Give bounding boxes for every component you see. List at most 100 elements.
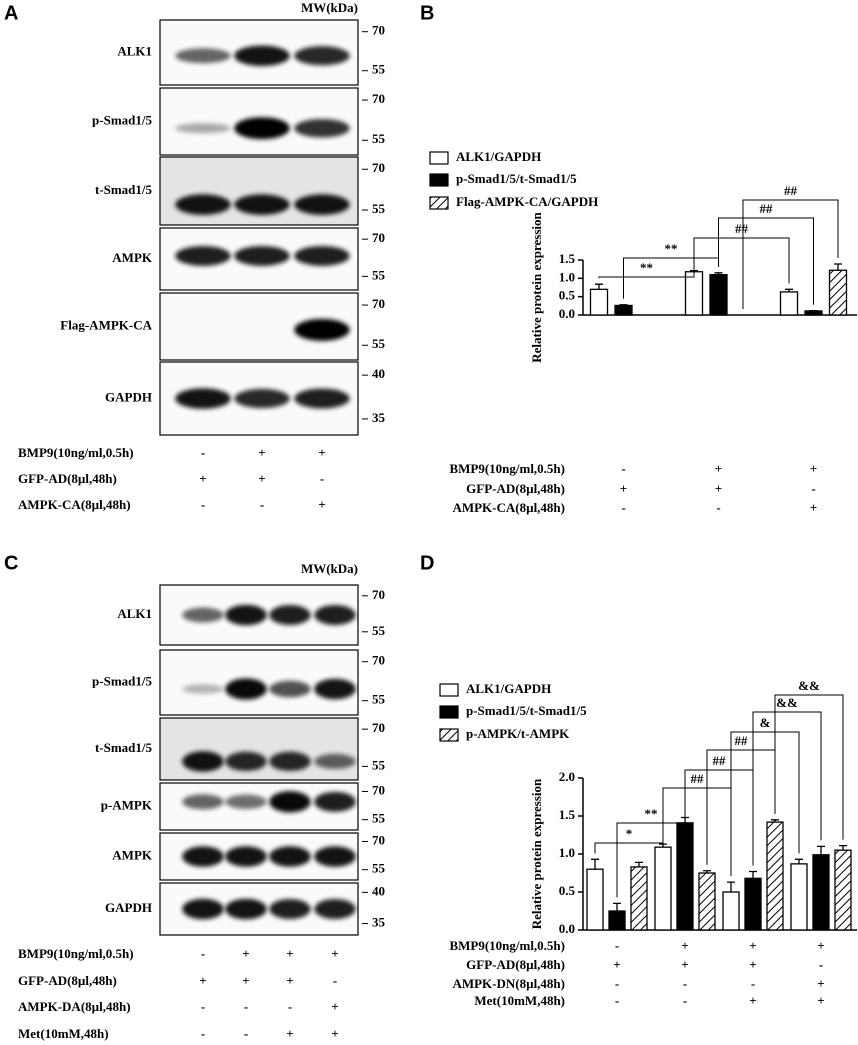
y-tick-label: 1.0 [559,845,575,860]
blot-band [269,899,311,919]
bar [709,274,728,316]
error-bar [613,902,621,911]
legend-swatch [429,151,449,165]
condition-sign: - [244,999,248,1014]
blot-row-label: p-Smad1/5 [92,112,152,127]
bar [608,910,626,931]
mw-marker: 70 [372,782,385,797]
error-bar [703,870,711,873]
panel-label: A [4,2,18,24]
condition-sign: - [201,946,205,961]
condition-sign: - [615,993,619,1008]
blot-band [294,194,350,215]
significance-bracket [742,199,839,309]
blot-band [269,605,311,625]
condition-sign: + [331,1026,338,1041]
mw-marker: 40 [372,883,385,898]
legend-swatch [439,705,459,719]
bar [630,866,648,931]
blot-band [314,899,356,919]
blot-row-label: t-Smad1/5 [95,182,153,197]
error-bar [785,288,793,292]
blot-band [234,117,290,140]
condition-sign: - [615,938,619,953]
condition-sign: + [331,999,338,1014]
blot-band [269,751,311,772]
legend-swatch [429,196,449,210]
blot-band [175,194,231,215]
error-bar [795,858,803,864]
significance-label: ## [760,201,774,216]
significance-label: ** [665,241,678,256]
bar [614,304,633,316]
condition-sign: + [286,946,293,961]
blot-band [314,605,356,625]
blot-frame [159,292,359,361]
mw-marker: 70 [372,23,385,38]
bar [812,854,830,931]
y-tick-label: 2.0 [559,769,575,784]
legend-label: p-Smad1/5/t-Smad1/5 [466,703,587,718]
bar [790,863,808,931]
significance-bracket [718,217,814,305]
y-tick-label: 1.5 [559,807,576,822]
blot-band [294,388,350,409]
mw-marker: 70 [372,296,385,311]
blot-band [182,684,224,694]
blot-band [234,388,290,409]
error-bar [635,861,643,867]
bar [586,868,604,931]
blot-band [314,678,356,700]
blot-band [175,388,231,409]
significance-bracket [594,838,664,854]
condition-sign: + [817,993,824,1008]
condition-sign: + [817,938,824,953]
condition-sign: + [242,973,249,988]
significance-label: ** [640,260,653,275]
condition-sign: - [333,973,337,988]
mw-marker: 70 [372,230,385,245]
y-axis-label: Relative protein expression [529,778,544,929]
significance-bracket [693,237,790,284]
significance-bracket [616,811,686,898]
mw-title: MW(kDa) [301,0,358,15]
bar [744,877,762,931]
significance-bracket [774,694,844,840]
blot-band [234,45,290,67]
legend-label: p-Smad1/5/t-Smad1/5 [456,171,577,186]
condition-label: BMP9(10ng/ml,0.5h) [18,946,134,961]
condition-sign: - [621,461,625,476]
mw-marker: 55 [372,62,386,77]
blot-band [234,194,290,215]
mw-marker: 55 [372,201,386,216]
blot-band [314,753,356,769]
condition-sign: - [244,1026,248,1041]
condition-sign: + [715,461,722,476]
condition-sign: + [613,957,620,972]
blot-band [182,607,224,623]
condition-sign: - [811,481,815,496]
y-tick-label: 0.5 [559,288,576,303]
legend-label: ALK1/GAPDH [466,681,551,696]
condition-sign: + [258,471,265,486]
blot-band [175,48,231,64]
blot-row-label: AMPK [112,847,153,862]
condition-sign: - [201,1026,205,1041]
error-bar [595,283,603,290]
significance-bracket [662,787,732,877]
error-bar [771,819,779,823]
condition-sign: + [715,481,722,496]
y-tick-label: 1.0 [559,269,575,284]
blot-band [269,680,311,698]
blot-band [314,846,356,867]
condition-label: GFP-AD(8µl,48h) [466,481,565,496]
mw-title: MW(kDa) [301,561,358,576]
significance-bracket [730,731,800,877]
significance-label: * [626,826,633,841]
mw-marker: 40 [372,366,385,381]
condition-label: AMPK-DN(8µl,48h) [452,976,565,991]
bar [684,271,704,316]
condition-sign: + [810,461,817,476]
significance-label: ## [735,221,749,236]
